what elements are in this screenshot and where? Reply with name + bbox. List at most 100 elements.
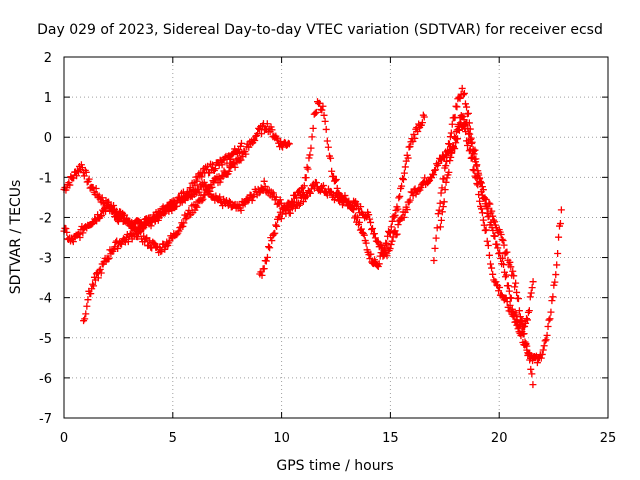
data-point (476, 197, 484, 205)
data-point (506, 301, 514, 309)
data-point (542, 336, 550, 344)
data-point (485, 251, 493, 259)
data-point (459, 91, 467, 99)
data-point (448, 120, 456, 128)
data-point (471, 172, 479, 180)
data-point (370, 230, 378, 238)
data-point (383, 240, 391, 248)
data-point (237, 156, 245, 164)
data-point (326, 187, 334, 195)
tick-labels: 0 5 10 15 20 25 -7 -6 -5 -4 -3 -2 -1 0 1 2 (39, 51, 616, 446)
data-point (271, 229, 279, 237)
data-point (89, 184, 97, 192)
data-point (393, 230, 401, 238)
data-point (544, 323, 552, 331)
data-point (395, 194, 403, 202)
data-point (470, 167, 478, 175)
data-point (400, 169, 408, 177)
data-point (269, 189, 277, 197)
data-point (388, 217, 396, 225)
data-point (469, 166, 477, 174)
data-point (467, 154, 475, 162)
data-point (265, 243, 273, 251)
data-point (459, 112, 467, 120)
data-point (137, 219, 145, 227)
data-point (553, 261, 561, 269)
data-point (432, 234, 440, 242)
data-point (440, 153, 448, 161)
data-point (319, 182, 327, 190)
data-point (76, 234, 84, 242)
data-point (82, 310, 90, 318)
data-point (367, 218, 375, 226)
data-point (450, 133, 458, 141)
data-point (484, 205, 492, 213)
data-point (430, 171, 438, 179)
data-point (66, 181, 74, 189)
data-point (375, 260, 383, 268)
data-point (96, 265, 104, 273)
data-point (473, 180, 481, 188)
data-point (507, 263, 515, 271)
data-point (515, 307, 523, 315)
data-point (158, 247, 166, 255)
data-point (417, 184, 425, 192)
data-point (464, 109, 472, 117)
data-point (276, 196, 284, 204)
data-point (466, 145, 474, 153)
data-point (488, 264, 496, 272)
data-point (350, 206, 358, 214)
data-point (368, 225, 376, 233)
data-point (110, 201, 118, 209)
data-point (80, 172, 88, 180)
data-point (251, 136, 259, 144)
data-point (495, 287, 503, 295)
data-point (442, 162, 450, 170)
data-point (396, 192, 404, 200)
data-point (478, 209, 486, 217)
data-point (504, 282, 512, 290)
data-point (556, 220, 564, 228)
data-point (279, 143, 287, 151)
data-point (399, 176, 407, 184)
data-point (499, 237, 507, 245)
data-point (464, 137, 472, 145)
data-point (386, 245, 394, 253)
data-point (198, 173, 206, 181)
data-point (237, 139, 245, 147)
data-point (118, 240, 126, 248)
data-point (403, 206, 411, 214)
data-point (477, 205, 485, 213)
data-point (179, 222, 187, 230)
data-point (302, 174, 310, 182)
data-point (528, 370, 536, 378)
data-point (81, 315, 89, 323)
data-point (496, 249, 504, 257)
data-point (523, 315, 531, 323)
data-point (216, 178, 224, 186)
data-point (223, 159, 231, 167)
data-point (263, 253, 271, 261)
data-point (159, 209, 167, 217)
y-tick-label: -4 (39, 292, 52, 307)
data-point (260, 265, 268, 273)
data-point (554, 249, 562, 257)
data-point (436, 223, 444, 231)
data-point (425, 177, 433, 185)
data-point (418, 119, 426, 127)
data-point (308, 133, 316, 141)
data-point (105, 198, 113, 206)
data-point (550, 281, 558, 289)
y-tick-label: 0 (44, 131, 52, 146)
x-tick-label: 20 (491, 431, 508, 446)
data-point (479, 186, 487, 194)
data-point (430, 257, 438, 265)
data-point (306, 189, 314, 197)
data-point (443, 157, 451, 165)
data-point (526, 293, 534, 301)
data-point (472, 174, 480, 182)
data-point (173, 202, 181, 210)
data-point (522, 340, 530, 348)
data-points (60, 84, 565, 389)
data-point (460, 89, 468, 97)
